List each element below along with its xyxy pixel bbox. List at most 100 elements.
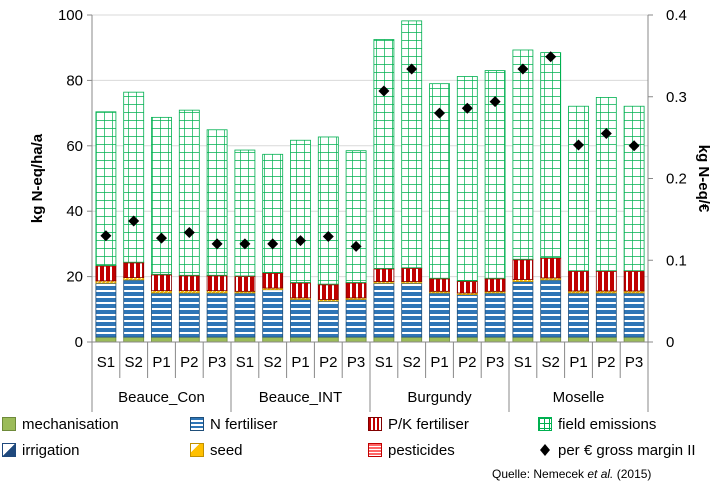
x-tick-label: P2 [458,354,476,371]
bar-segment-p-k-fertiliser [540,257,562,279]
group-label: Burgundy [407,389,472,406]
left-tick-label: 0 [75,334,83,351]
bar-segment-mechanisation [373,336,395,343]
legend-label: P/K fertiliser [388,415,469,433]
bars [95,20,645,343]
bar-segment-field-emissions [95,111,117,266]
bar-segment-p-k-fertiliser [568,270,589,292]
mechanisation-swatch [2,417,16,431]
legend-item-per-euro: per € gross margin II [538,440,696,460]
bar-segment-field-emissions [262,153,284,274]
x-tick-label: S2 [264,354,282,371]
per-euro-marker [600,128,612,140]
bar-segment-n-fertiliser [262,289,284,338]
bar-segment-mechanisation [512,336,534,343]
per-euro-marker [100,230,112,242]
bar-segment-p-k-fertiliser [290,282,311,299]
bar-segment-n-fertiliser [151,292,172,338]
bar-segment-n-fertiliser [206,292,228,338]
bar-segment-mechanisation [568,336,589,343]
bar-segment-field-emissions [290,139,311,283]
bar-segment-p-k-fertiliser [373,268,395,282]
bar-segment-mechanisation [540,336,562,343]
legend-label: field emissions [558,415,657,433]
right-tick-label: 0.3 [666,89,687,106]
bar-segment-p-k-fertiliser [623,270,645,292]
bar-segment-n-fertiliser [623,292,645,338]
bar-segment-field-emissions [595,97,617,272]
pk-fertiliser-swatch [368,417,382,431]
legend-item-irrigation: irrigation [2,440,80,460]
x-tick-label: P3 [208,354,226,371]
x-tick-label: S1 [236,354,254,371]
legend: mechanisation N fertiliser P/K fertilise… [0,412,720,468]
bar-segment-field-emissions [540,52,562,259]
bar-segment-p-k-fertiliser [262,272,284,289]
bar-segment-n-fertiliser [540,279,562,338]
x-tick-label: S1 [97,354,115,371]
bar-segment-field-emissions [484,70,506,279]
bar-segment-n-fertiliser [512,281,534,338]
per-euro-marker [128,215,140,227]
bar-segment-p-k-fertiliser [512,259,534,280]
legend-item-seed: seed [190,440,243,460]
diamond-marker-icon [540,444,550,456]
legend-label: irrigation [22,441,80,459]
legend-label: seed [210,441,243,459]
per-euro-marker [295,235,306,247]
left-tick-label: 100 [58,7,83,24]
bar-segment-p-k-fertiliser [151,274,172,292]
x-tick-label: P3 [625,354,643,371]
per-euro-marker [545,51,557,63]
legend-item-field-emissions: field emissions [538,414,656,434]
per-euro-marker [350,240,362,252]
bar-segment-field-emissions [178,109,200,276]
bar-segment-n-fertiliser [401,282,423,338]
right-tick-label: 0.4 [666,7,687,24]
per-euro-marker [267,238,279,250]
bar-segment-p-k-fertiliser [595,270,617,292]
per-euro-marker [489,96,501,108]
bar-segment-mechanisation [595,336,617,343]
bar-segment-mechanisation [178,336,200,343]
bar-segment-n-fertiliser [484,292,506,338]
x-tick-label: P1 [430,354,448,371]
x-tick-label: S2 [125,354,143,371]
source-prefix: Quelle: Nemecek [492,467,588,481]
right-tick-label: 0 [666,334,674,351]
legend-label: pesticides [388,441,455,459]
bar-segment-n-fertiliser [429,292,450,338]
irrigation-swatch [2,443,16,457]
left-tick-label: 80 [66,72,83,89]
source-suffix: (2015) [613,467,652,481]
legend-item-mechanisation: mechanisation [2,414,119,434]
per-euro-marker [322,231,334,243]
bar-segment-p-k-fertiliser [484,278,506,292]
legend-label: N fertiliser [210,415,278,433]
x-tick-label: P3 [347,354,365,371]
bar-segment-mechanisation [95,336,117,343]
x-tick-label: P2 [597,354,615,371]
bar-segment-p-k-fertiliser [401,268,423,282]
group-label: Moselle [553,389,605,406]
x-tick-label: P3 [486,354,504,371]
gridlines [92,14,648,278]
per-euro-marker [628,140,640,152]
bar-segment-field-emissions [151,116,172,275]
left-tick-label: 20 [66,269,83,286]
bar-segment-field-emissions [623,105,645,272]
left-tick-label: 60 [66,138,83,155]
per-euro-marker [378,85,390,97]
bar-segment-mechanisation [206,336,228,343]
bar-segment-mechanisation [623,336,645,343]
group-label: Beauce_Con [118,389,205,406]
bar-segment-mechanisation [262,336,284,343]
per-euro-marker [156,232,167,244]
legend-item-n-fertiliser: N fertiliser [190,414,278,434]
bar-segment-mechanisation [456,336,478,343]
per-euro-marker [211,238,223,250]
bar-segment-field-emissions [345,150,367,283]
per-euro-marker [406,63,418,75]
